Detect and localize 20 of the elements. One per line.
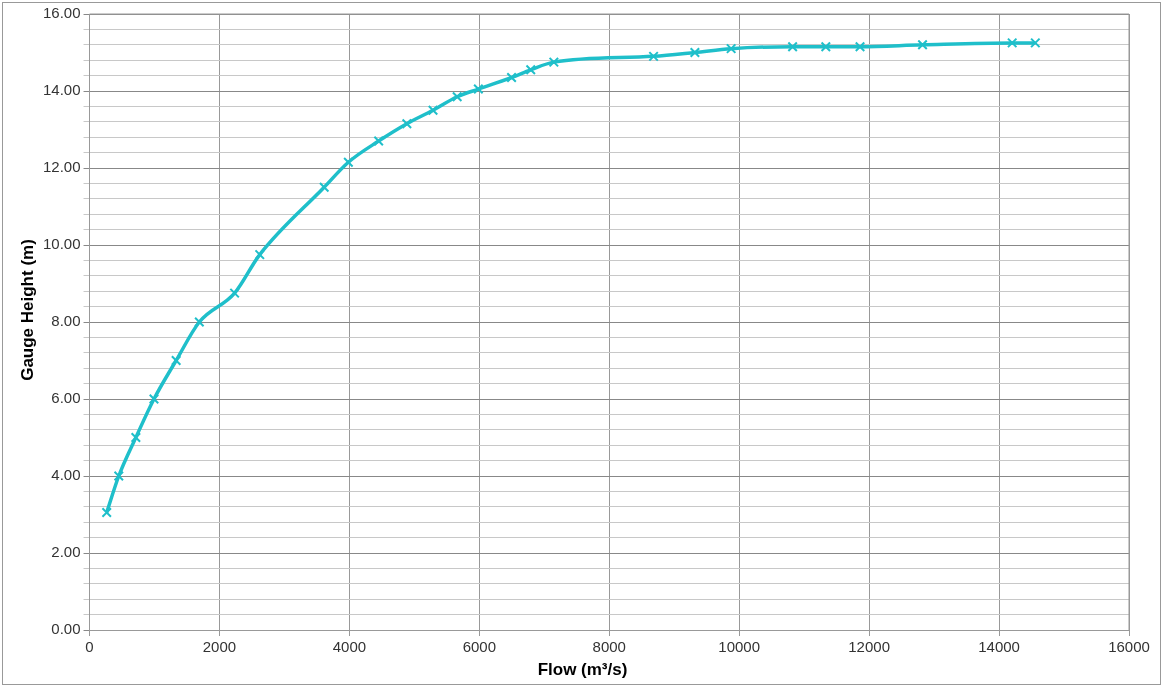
x-tick-label: 14000 [978, 638, 1020, 656]
y-tick-label: 14.00 [42, 81, 81, 99]
x-tick-label: 4000 [332, 638, 367, 656]
y-axis-title: Gauge Height (m) [18, 238, 38, 383]
y-tick-label: 10.00 [42, 235, 81, 253]
y-tick-label: 8.00 [51, 312, 81, 330]
x-tick-label: 6000 [462, 638, 497, 656]
x-tick-label: 10000 [718, 638, 761, 656]
x-tick-label: 16000 [1108, 638, 1150, 656]
y-tick-label: 12.00 [42, 158, 81, 176]
y-tick-label: 0.00 [51, 620, 81, 638]
y-tick-label: 2.00 [51, 543, 81, 561]
x-tick-label: 2000 [202, 638, 237, 656]
y-tick-label: 4.00 [51, 466, 81, 484]
x-tick-label: 12000 [848, 638, 890, 656]
x-tick-label: 0 [85, 638, 94, 656]
y-tick-label: 16.00 [42, 4, 81, 22]
x-axis-title: Flow (m³/s) [536, 660, 629, 680]
x-tick-label: 8000 [592, 638, 626, 656]
y-tick-label: 6.00 [51, 389, 81, 407]
